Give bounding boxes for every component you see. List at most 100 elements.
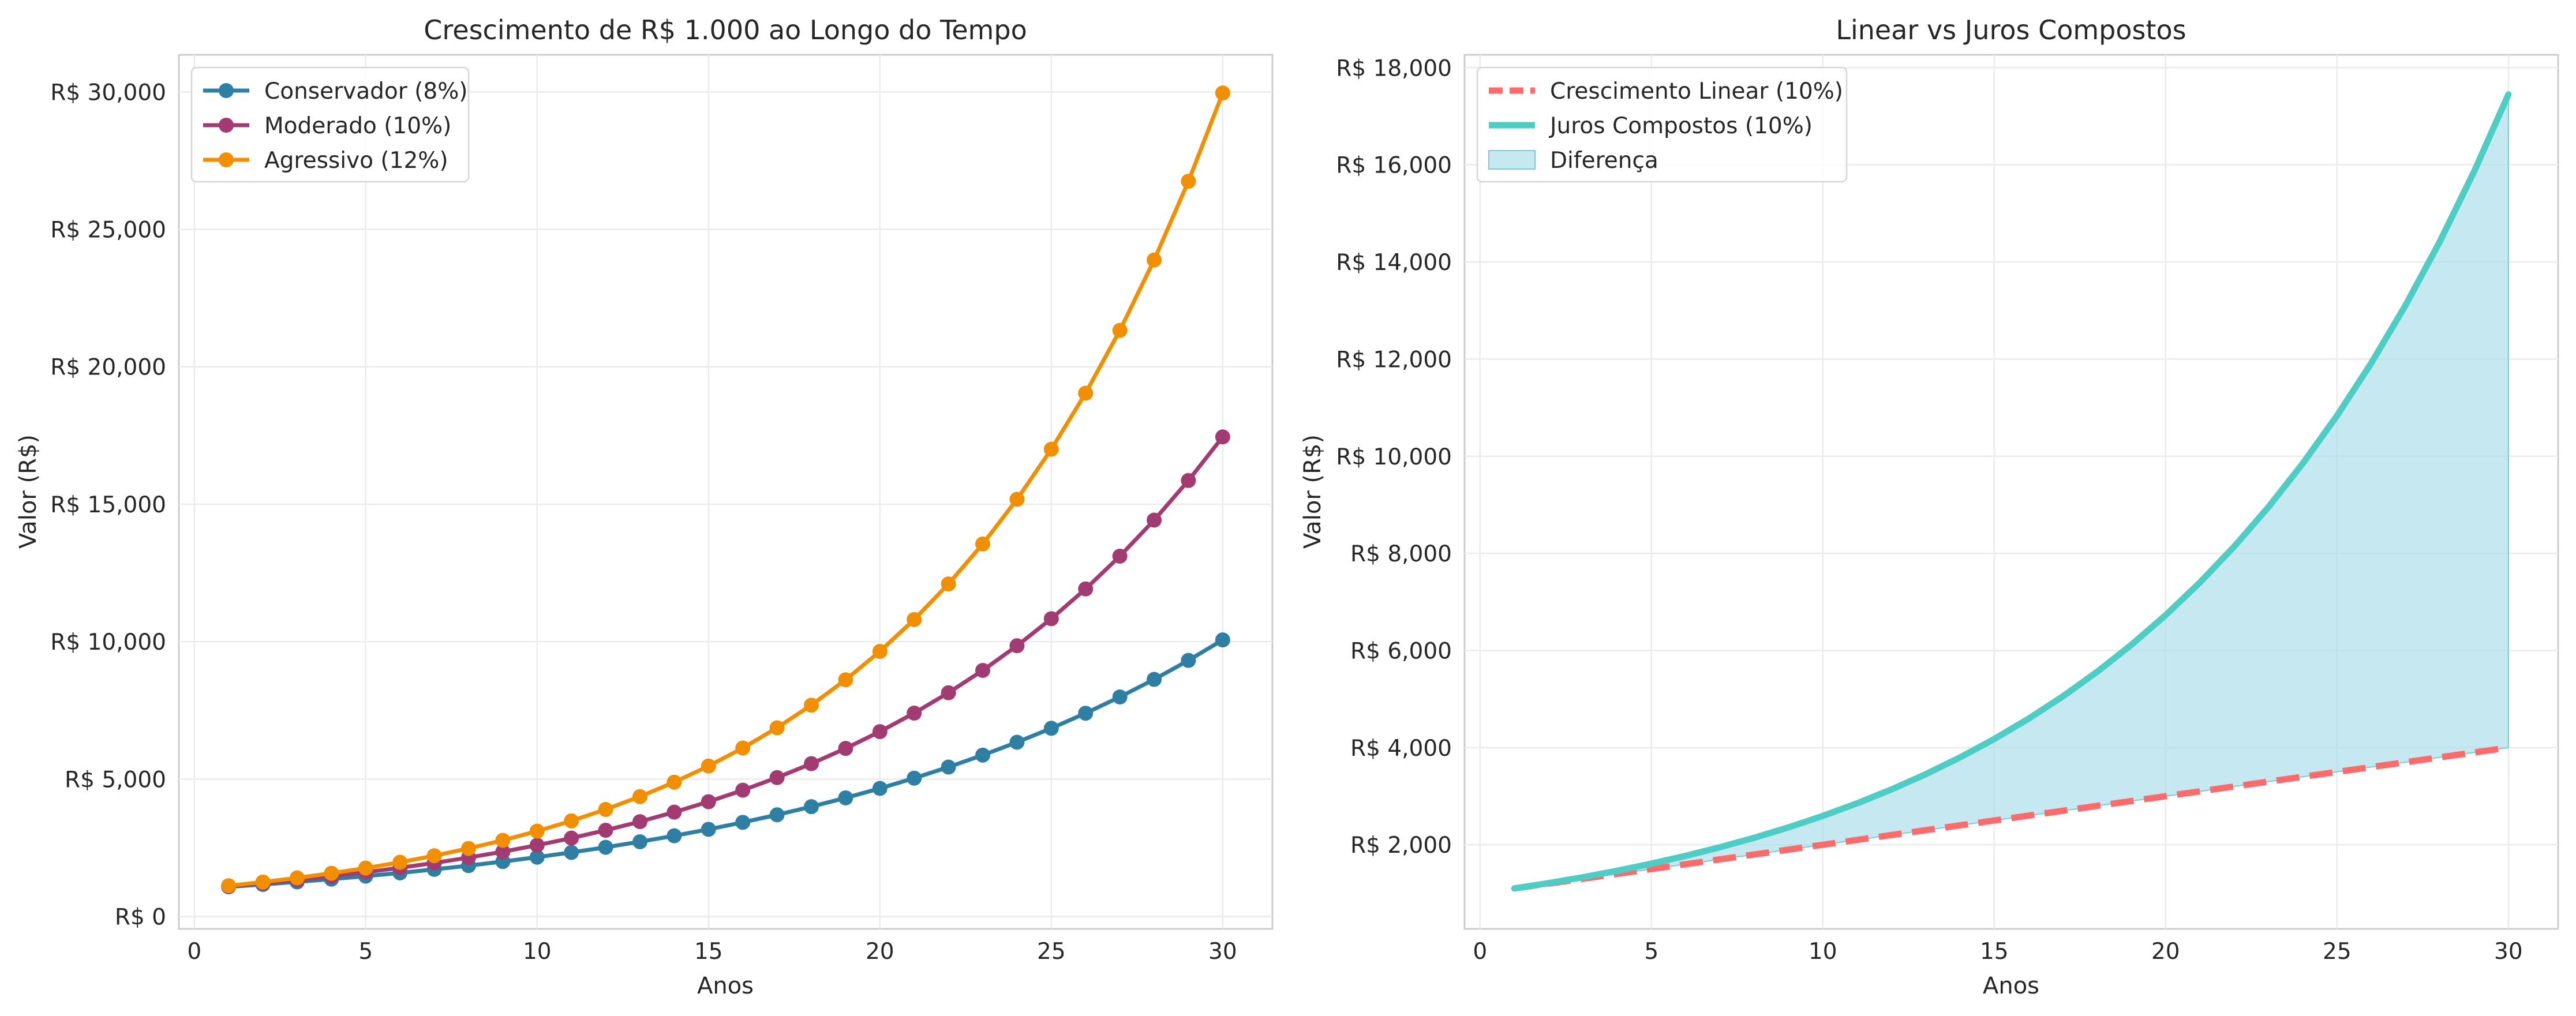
legend-marker — [219, 152, 234, 167]
legend-label: Diferença — [1550, 148, 1658, 174]
data-point-agressivo-12 — [804, 698, 819, 713]
data-point-agressivo-12 — [769, 720, 785, 736]
series-line-juros-compostos-10 — [1511, 91, 2512, 892]
data-point-conservador-8 — [907, 770, 922, 786]
data-point-agressivo-12 — [1181, 174, 1196, 189]
x-tick-label: 25 — [2323, 939, 2352, 965]
x-tick-label: 30 — [1208, 939, 1237, 965]
data-point-moderado-10 — [701, 794, 716, 809]
data-point-moderado-10 — [941, 685, 956, 700]
data-point-agressivo-12 — [1112, 323, 1128, 338]
y-tick-label: R$ 6,000 — [1350, 638, 1452, 664]
legend: Crescimento Linear (10%) Juros Compostos … — [1476, 66, 1848, 183]
x-axis-label: Anos — [1983, 973, 2039, 999]
data-point-agressivo-12 — [907, 612, 922, 627]
data-point-moderado-10 — [735, 782, 751, 798]
series-lines — [221, 85, 1230, 895]
data-point-agressivo-12 — [392, 854, 408, 870]
data-point-agressivo-12 — [941, 576, 956, 592]
legend-box — [190, 66, 470, 183]
data-point-agressivo-12 — [838, 672, 853, 688]
data-point-agressivo-12 — [564, 813, 579, 828]
data-point-moderado-10 — [838, 741, 853, 756]
y-axis-label: Valor (R$) — [1300, 434, 1326, 549]
y-axis-label: Valor (R$) — [15, 434, 42, 549]
data-point-moderado-10 — [872, 724, 888, 740]
legend-box — [1476, 66, 1848, 183]
data-point-agressivo-12 — [667, 774, 682, 790]
x-axis-label: Anos — [697, 973, 754, 999]
data-point-moderado-10 — [804, 756, 819, 771]
data-point-moderado-10 — [1078, 581, 1094, 597]
data-point-moderado-10 — [564, 830, 579, 846]
data-point-agressivo-12 — [1043, 441, 1059, 457]
data-point-moderado-10 — [1043, 611, 1059, 627]
y-tick-label: R$ 10,000 — [1336, 444, 1452, 470]
data-point-agressivo-12 — [975, 536, 991, 552]
data-point-moderado-10 — [667, 804, 682, 820]
data-point-agressivo-12 — [289, 870, 305, 886]
data-point-moderado-10 — [632, 814, 647, 830]
data-point-conservador-8 — [529, 849, 545, 865]
legend-marker — [219, 118, 234, 133]
data-point-agressivo-12 — [358, 860, 373, 876]
data-point-conservador-8 — [1181, 653, 1196, 668]
x-tick-label: 0 — [187, 939, 201, 965]
data-point-moderado-10 — [1147, 512, 1162, 528]
data-point-conservador-8 — [564, 845, 579, 860]
y-tick-label: R$ 15,000 — [50, 492, 166, 518]
x-tick-label: 25 — [1037, 939, 1066, 965]
legend-label: Agressivo (12%) — [264, 148, 448, 174]
data-point-agressivo-12 — [598, 801, 613, 817]
data-point-agressivo-12 — [1215, 85, 1230, 101]
x-tick-label: 20 — [866, 939, 894, 965]
data-point-conservador-8 — [769, 807, 785, 823]
data-point-moderado-10 — [769, 770, 785, 785]
data-point-conservador-8 — [975, 747, 991, 763]
chart-title: Crescimento de R$ 1.000 ao Longo do Temp… — [424, 14, 1027, 46]
data-point-agressivo-12 — [495, 833, 511, 848]
data-point-agressivo-12 — [1078, 385, 1094, 401]
data-point-moderado-10 — [598, 823, 613, 838]
x-tick-label: 15 — [694, 939, 723, 965]
data-point-agressivo-12 — [221, 878, 237, 894]
data-point-agressivo-12 — [460, 841, 476, 856]
x-ticks: 0 5 10 15 20 25 30 — [1473, 939, 2522, 965]
x-tick-label: 10 — [1809, 939, 1837, 965]
data-point-conservador-8 — [1112, 689, 1128, 705]
x-tick-label: 0 — [1473, 939, 1487, 965]
y-tick-label: R$ 30,000 — [50, 80, 166, 106]
data-point-moderado-10 — [1112, 548, 1128, 564]
data-point-conservador-8 — [667, 828, 682, 843]
data-point-agressivo-12 — [701, 758, 716, 774]
data-point-moderado-10 — [1009, 638, 1025, 654]
y-tick-label: R$ 16,000 — [1336, 153, 1452, 179]
y-ticks: R$ 0 R$ 5,000 R$ 10,000 R$ 15,000 R$ 20,000 R… — [50, 80, 166, 930]
data-point-moderado-10 — [1181, 473, 1196, 488]
legend: Conservador (8%) Moderado (10%) Agressivo … — [190, 66, 470, 183]
data-point-agressivo-12 — [426, 848, 442, 864]
y-tick-label: R$ 5,000 — [65, 767, 166, 793]
legend-label: Juros Compostos (10%) — [1548, 113, 1813, 139]
data-point-conservador-8 — [1078, 706, 1094, 721]
y-tick-label: R$ 12,000 — [1336, 347, 1452, 373]
y-tick-label: R$ 8,000 — [1350, 541, 1452, 567]
data-point-conservador-8 — [735, 815, 751, 830]
x-tick-label: 5 — [1644, 939, 1658, 965]
legend-label: Crescimento Linear (10%) — [1550, 78, 1843, 104]
data-point-agressivo-12 — [324, 865, 339, 881]
y-tick-label: R$ 20,000 — [50, 355, 166, 381]
data-point-conservador-8 — [598, 839, 613, 855]
legend-marker — [219, 83, 234, 98]
x-tick-label: 5 — [358, 939, 373, 965]
x-tick-label: 15 — [1980, 939, 2009, 965]
y-tick-label: R$ 14,000 — [1336, 250, 1452, 276]
y-tick-label: R$ 10,000 — [50, 629, 166, 655]
data-point-conservador-8 — [1009, 734, 1025, 750]
data-point-conservador-8 — [701, 822, 716, 837]
data-point-conservador-8 — [941, 759, 956, 775]
data-point-moderado-10 — [975, 662, 991, 678]
y-tick-label: R$ 0 — [115, 905, 166, 931]
data-point-agressivo-12 — [529, 823, 545, 839]
